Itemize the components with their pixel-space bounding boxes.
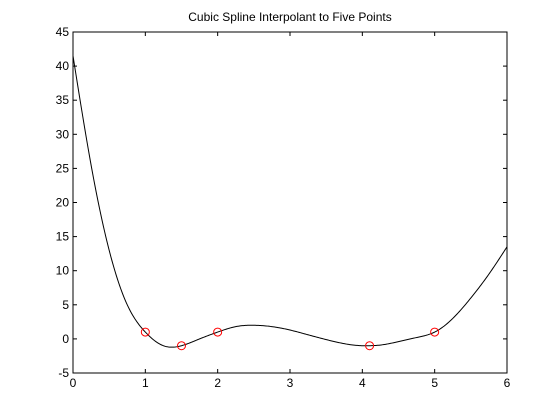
x-tick-label: 5: [431, 376, 438, 390]
markers: [140, 327, 440, 351]
data-point-marker: [140, 327, 150, 337]
x-tick-label: 1: [142, 376, 149, 390]
y-tick-label: -5: [58, 366, 69, 380]
data-point-marker: [177, 341, 186, 351]
curves: [72, 55, 508, 348]
data-point-marker: [213, 327, 223, 337]
y-tick-label: 45: [56, 25, 70, 39]
y-tick-label: 0: [62, 332, 69, 346]
y-tick-label: 10: [56, 264, 70, 278]
y-tick-label: 40: [56, 59, 70, 73]
chart-title: Cubic Spline Interpolant to Five Points: [188, 10, 391, 24]
y-tick-label: 15: [56, 230, 70, 244]
data-point-marker: [430, 327, 440, 337]
ticks: [72, 31, 508, 374]
spline-curve: [72, 55, 508, 348]
y-tick-label: 30: [56, 127, 70, 141]
y-tick-label: 25: [56, 161, 70, 175]
y-tick-label: 20: [56, 196, 70, 210]
data-point-marker: [365, 341, 375, 351]
x-tick-label: 6: [504, 376, 511, 390]
x-tick-label: 4: [359, 376, 366, 390]
x-tick-label: 0: [70, 376, 77, 390]
y-tick-label: 35: [56, 93, 70, 107]
x-tick-label: 2: [214, 376, 221, 390]
y-tick-label: 5: [62, 298, 69, 312]
x-tick-label: 3: [287, 376, 294, 390]
axes-box: [72, 31, 508, 374]
